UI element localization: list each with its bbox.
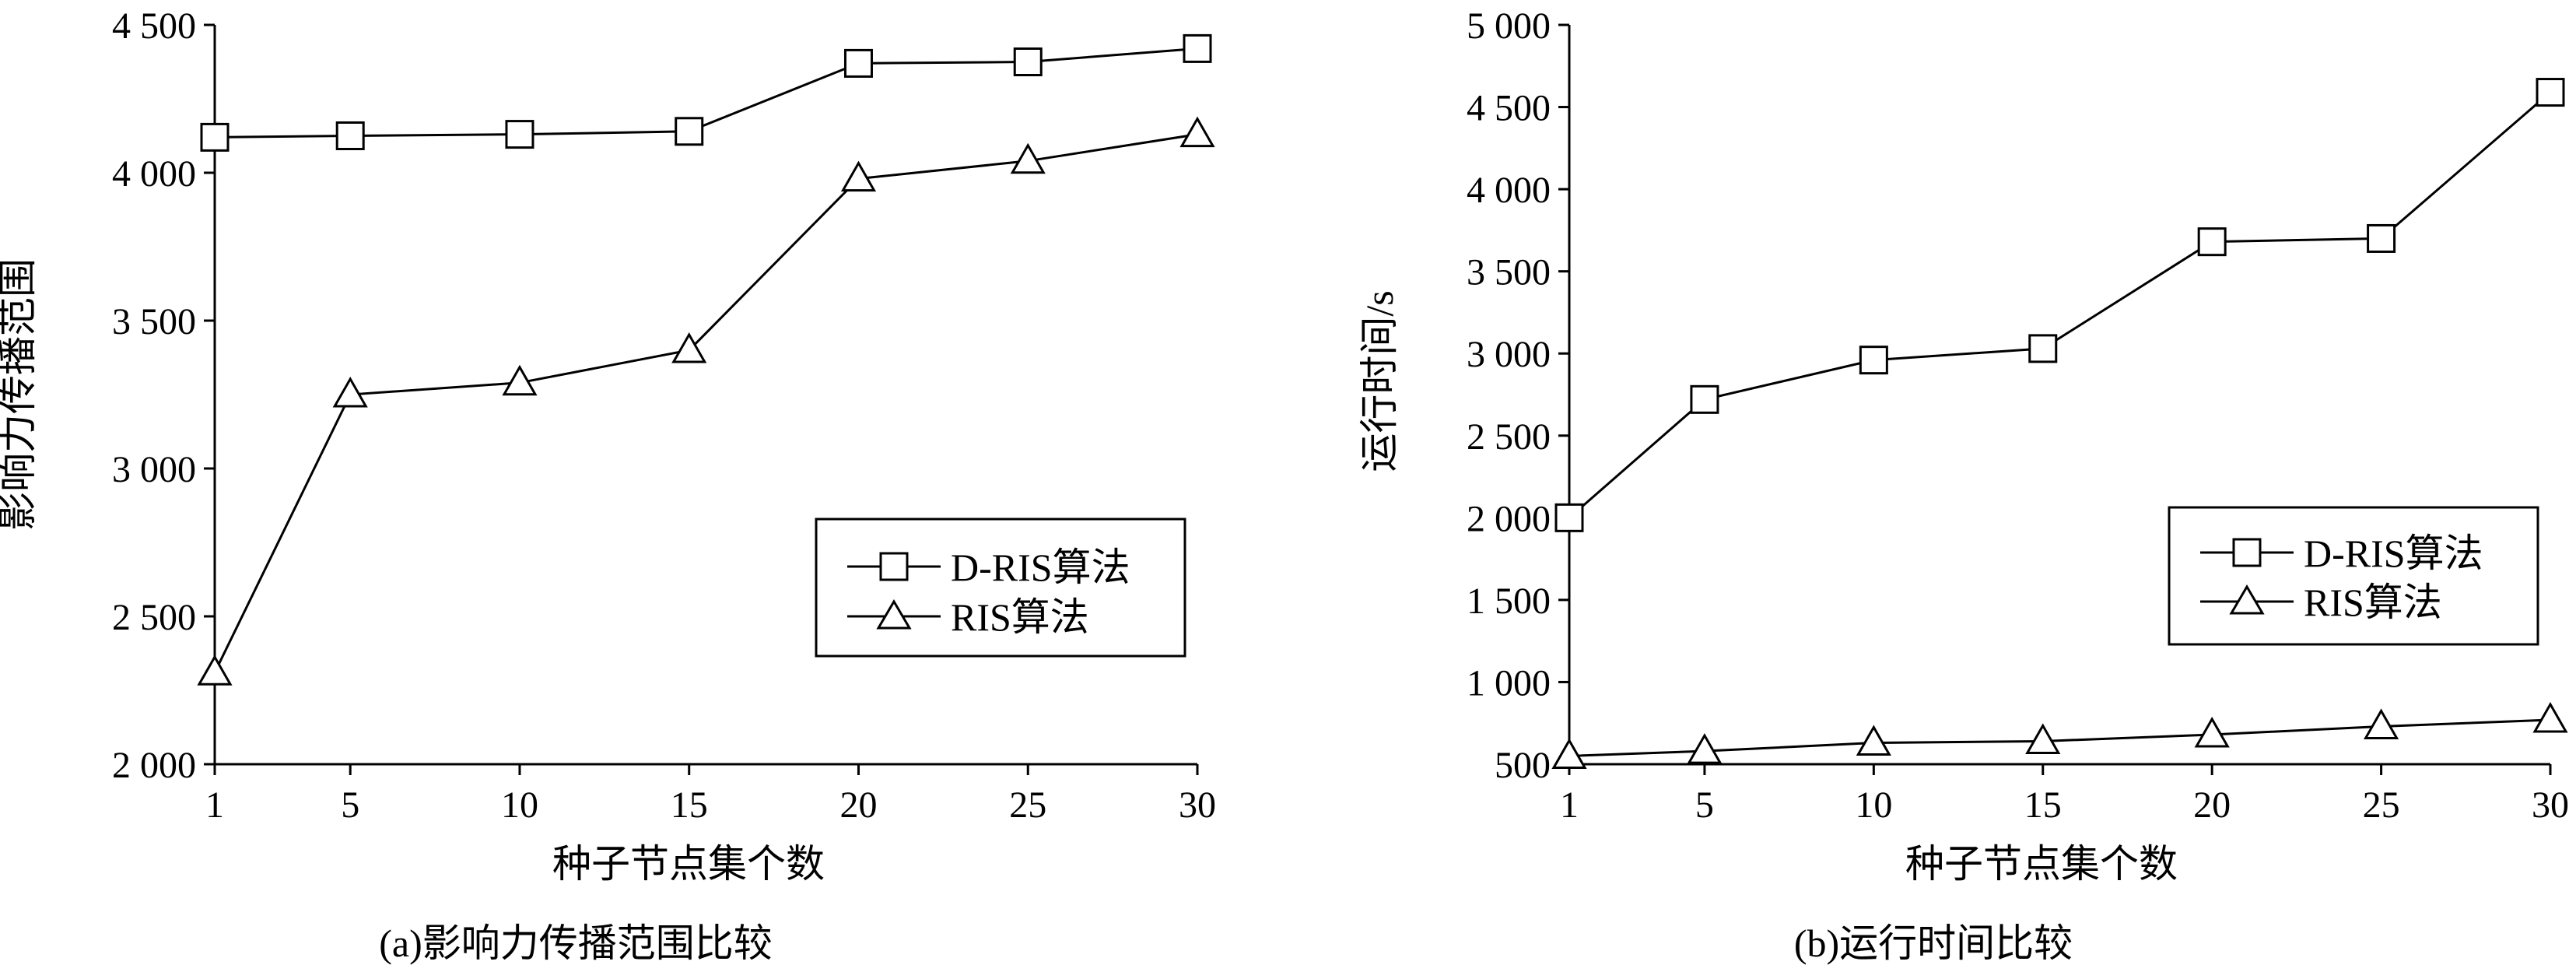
chart-a-legend: D-RIS算法 RIS算法 <box>815 518 1186 658</box>
chart-a-y-tick-label: 3 000 <box>112 449 196 490</box>
chart-a-caption: (a)影响力传播范围比较 <box>379 921 773 965</box>
chart-b-y-tick-label: 500 <box>1495 745 1551 786</box>
chart-b-y-tick-label: 3 500 <box>1467 252 1551 293</box>
chart-b-square-point <box>2367 223 2396 253</box>
chart-a-y-tick-label: 4 500 <box>112 5 196 47</box>
chart-a-square-point <box>843 48 873 78</box>
chart-b-triangle-point <box>2532 701 2568 733</box>
chart-b-x-ticks: 1 5 10 15 20 25 30 <box>1560 764 2569 826</box>
chart-b-triangle-point <box>1687 733 1723 764</box>
chart-a-triangle-point <box>332 376 368 408</box>
chart-a-x-tick-label: 25 <box>1009 784 1046 826</box>
chart-a-x-tick-label: 15 <box>671 784 708 826</box>
chart-b-legend-square-marker <box>2232 538 2262 567</box>
chart-b-plot <box>1568 25 2550 766</box>
chart-a-triangle-point <box>840 160 877 192</box>
chart-b-caption: (b)运行时间比较 <box>1794 921 2073 965</box>
chart-b-square-point <box>1690 384 1719 414</box>
chart-a-x-tick-label: 1 <box>205 784 224 826</box>
chart-b-y-tick-label: 4 000 <box>1467 170 1551 211</box>
chart-a-legend-triangle-marker <box>876 599 912 630</box>
chart-b-series-2 <box>1551 701 2568 769</box>
chart-b-x-tick-label: 5 <box>1695 784 1714 826</box>
chart-a-x-tick-label: 20 <box>839 784 877 826</box>
chart-a-y-tick-label: 2 500 <box>112 597 196 638</box>
chart-a-triangle-point <box>1010 142 1046 174</box>
chart-b-x-tick-label: 10 <box>1855 784 1892 826</box>
chart-b-series <box>1551 78 2568 769</box>
chart-a-xlabel: 种子节点集个数 <box>552 842 825 886</box>
chart-a-legend-square-marker <box>879 552 909 581</box>
chart-b-y-tick-label: 4 500 <box>1467 88 1551 129</box>
chart-b-legend-item-1: D-RIS算法 <box>2200 532 2483 575</box>
chart-b-series-1-line <box>1568 91 2551 519</box>
chart-b-triangle-point <box>2025 723 2061 754</box>
chart-b-y-tick-label: 5 000 <box>1467 5 1551 47</box>
chart-a-triangle-point <box>671 332 707 363</box>
chart-b-square-point <box>1859 346 1888 375</box>
chart-b-series-2-line <box>1568 718 2551 757</box>
chart-b-x-tick-label: 1 <box>1560 784 1579 826</box>
chart-a-series <box>197 33 1215 686</box>
chart-a-series-1 <box>200 33 1212 152</box>
chart-a-square-point <box>505 120 534 149</box>
chart-b-y-tick-label: 1 500 <box>1467 581 1551 622</box>
chart-b-triangle-point <box>1856 725 1891 756</box>
chart-a-y-ticks: 2 000 2 500 3 000 3 500 4 000 4 500 <box>112 5 215 786</box>
chart-a-square-point <box>200 122 230 152</box>
chart-b-legend-item-2: RIS算法 <box>2200 581 2442 624</box>
chart-b-xlabel: 种子节点集个数 <box>1905 842 2178 886</box>
chart-a-square-point <box>1183 33 1212 63</box>
chart-a-y-tick-label: 2 000 <box>112 745 196 786</box>
chart-a-y-tick-label: 4 000 <box>112 153 196 195</box>
chart-a-legend-label-1: D-RIS算法 <box>951 546 1130 589</box>
chart-b-y-tick-label: 2 000 <box>1467 498 1551 539</box>
chart-b-triangle-point <box>2194 716 2230 748</box>
chart-a-square-point <box>335 121 365 150</box>
chart-a-x-tick-label: 30 <box>1179 784 1216 826</box>
chart-b-legend-label-1: D-RIS算法 <box>2304 532 2483 575</box>
chart-b-y-tick-label: 1 000 <box>1467 662 1551 704</box>
chart-a-legend-item-2: RIS算法 <box>847 595 1089 639</box>
chart-b-x-tick-label: 30 <box>2532 784 2569 826</box>
chart-b-square-point <box>2197 227 2227 257</box>
chart-b-x-tick-label: 25 <box>2363 784 2400 826</box>
chart-a-ylabel: 影响力传播范围 <box>0 258 40 531</box>
chart-a-x-ticks: 1 5 10 15 20 25 30 <box>205 764 1216 826</box>
chart-b-y-tick-label: 2 500 <box>1467 416 1551 458</box>
chart-b-triangle-point <box>1551 738 1587 769</box>
chart-b-y-ticks: 500 1 000 1 500 2 000 2 500 3 000 3 500 4 000 4 … <box>1467 5 1569 786</box>
chart-a-square-point <box>675 117 704 146</box>
chart-a-legend-label-2: RIS算法 <box>951 595 1089 639</box>
chart-a-legend-item-1: D-RIS算法 <box>847 546 1130 589</box>
chart-a-x-tick-label: 10 <box>501 784 538 826</box>
chart-a-series-2 <box>197 116 1215 686</box>
chart-a-triangle-point <box>1179 116 1215 148</box>
chart-a-y-tick-label: 3 500 <box>112 301 196 342</box>
chart-b-legend-box <box>2168 506 2539 646</box>
chart-b-x-tick-label: 20 <box>2193 784 2231 826</box>
chart-b-legend-label-2: RIS算法 <box>2304 581 2442 624</box>
chart-b-series-1 <box>1554 78 2565 532</box>
chart-a-triangle-point <box>197 654 233 686</box>
chart-b-x-tick-label: 15 <box>2024 784 2062 826</box>
chart-a-legend-box <box>815 518 1186 658</box>
chart-a-x-tick-label: 5 <box>341 784 359 826</box>
chart-b-ylabel: 运行时间/s <box>1358 290 1401 472</box>
chart-b-square-point <box>2028 334 2058 363</box>
chart-b-square-point <box>1554 503 1584 532</box>
chart-b-legend-triangle-marker <box>2229 584 2265 615</box>
chart-b-triangle-point <box>2364 708 2399 739</box>
chart-a-triangle-point <box>502 364 538 396</box>
chart-b-square-point <box>2536 78 2565 107</box>
chart-a-square-point <box>1013 47 1043 76</box>
chart-b-y-tick-label: 3 000 <box>1467 334 1551 375</box>
chart-b-legend: D-RIS算法 RIS算法 <box>2168 506 2539 646</box>
